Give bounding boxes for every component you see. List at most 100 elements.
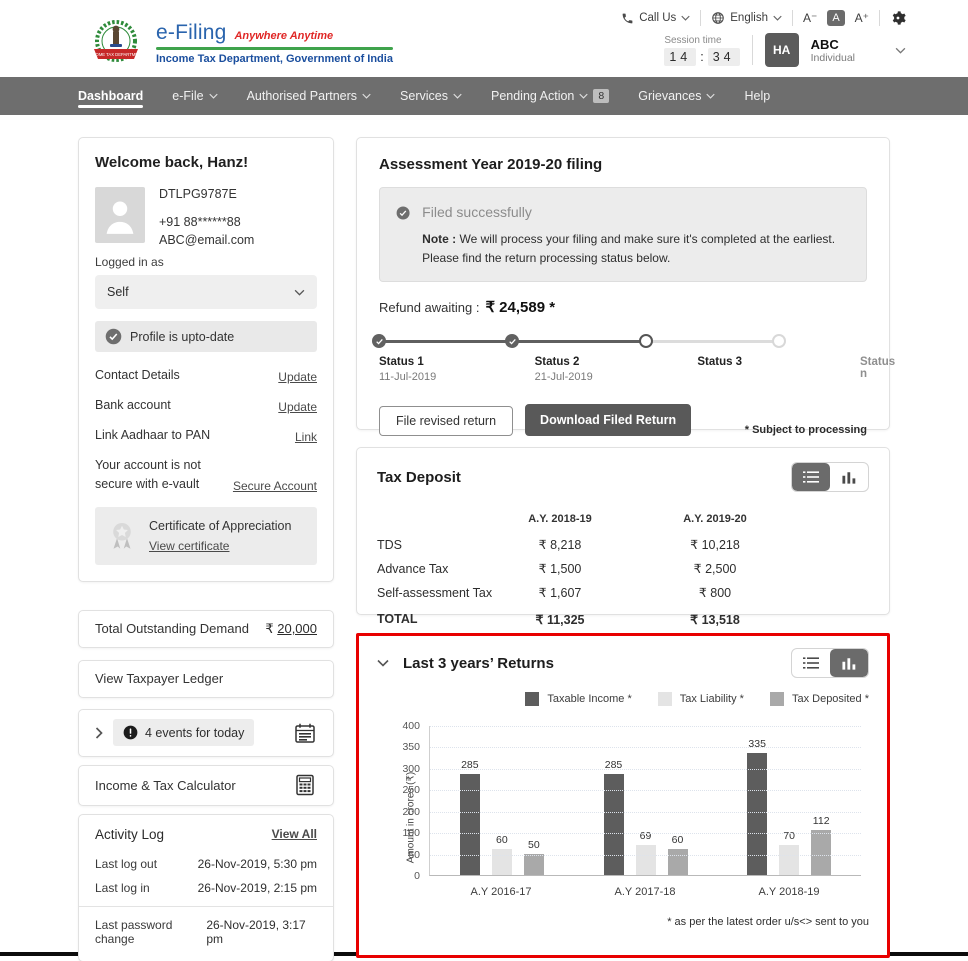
- nav-efile[interactable]: e-File: [172, 77, 218, 115]
- step-node-done: [372, 334, 386, 349]
- nav-dashboard[interactable]: Dashboard: [78, 77, 144, 115]
- settings-gear-icon[interactable]: [890, 10, 906, 26]
- profile-link-row: Your account is not secure with e-vault …: [95, 458, 317, 493]
- table-header-row: A.Y. 2018-19 A.Y. 2019-20: [528, 512, 747, 525]
- nav-authorised-partners[interactable]: Authorised Partners: [247, 77, 371, 115]
- session-timer: Session time 14 : 34: [664, 35, 740, 66]
- divider: [879, 10, 880, 26]
- list-icon: [803, 471, 819, 483]
- table-row: Self-assessment Tax ₹ 1,607 ₹ 800: [377, 585, 732, 601]
- update-bank-link[interactable]: Update: [278, 400, 317, 415]
- profile-status: Profile is upto-date: [95, 321, 317, 352]
- update-contact-link[interactable]: Update: [278, 370, 317, 385]
- medal-icon: [113, 522, 131, 549]
- y-tick-label: 300: [402, 762, 420, 775]
- chevron-down-icon: [579, 93, 589, 99]
- link-aadhaar-link[interactable]: Link: [294, 430, 317, 445]
- bar-tax-liability-: 60: [491, 834, 512, 875]
- events-count-label: 4 events for today: [145, 725, 245, 740]
- dept-line: Income Tax Department, Government of Ind…: [156, 52, 393, 65]
- user-name: ABC: [810, 36, 839, 52]
- gridline: [430, 790, 861, 792]
- nav-help[interactable]: Help: [744, 89, 771, 103]
- secure-account-link[interactable]: Secure Account: [232, 478, 317, 493]
- gridline: [430, 854, 861, 856]
- list-view-button[interactable]: [792, 649, 830, 677]
- font-reset-button[interactable]: A: [827, 10, 845, 26]
- font-increase-button[interactable]: A⁺: [854, 11, 869, 25]
- download-filed-return-button[interactable]: Download Filed Return: [525, 404, 692, 437]
- profile-status-text: Profile is upto-date: [130, 329, 235, 344]
- step-label: Status 3: [697, 356, 743, 369]
- nav-services[interactable]: Services: [400, 77, 462, 115]
- view-all-link[interactable]: View All: [271, 827, 317, 842]
- legend-swatch: [657, 692, 672, 706]
- view-toggle: [791, 648, 869, 678]
- step-labels: Status 1 11-Jul-2019 Status 2 21-Jul-2019 …: [379, 356, 895, 394]
- role-selected-value: Self: [107, 285, 129, 299]
- refund-amount: ₹ 24,589 *: [485, 299, 556, 317]
- file-revised-return-button[interactable]: File revised return: [379, 406, 514, 437]
- step-node-current: [638, 334, 653, 349]
- legend-label: Tax Deposited *: [791, 693, 869, 705]
- language-menu[interactable]: English: [711, 11, 782, 25]
- chart-view-button[interactable]: [830, 649, 868, 677]
- user-menu-chevron-icon[interactable]: [895, 47, 906, 54]
- y-tick-label: 50: [408, 848, 420, 861]
- last-3-years-returns-card: Last 3 years’ Returns Taxable Income * Ta…: [356, 633, 890, 958]
- returns-card-title: Last 3 years’ Returns: [403, 654, 554, 672]
- filed-status-text: Filed successfully: [422, 204, 532, 220]
- masked-phone: +91 88******88: [159, 215, 241, 229]
- bar-value-label: 69: [639, 830, 652, 843]
- activity-row: Last log in 26-Nov-2019, 2:15 pm: [95, 880, 317, 895]
- step-segment: [379, 339, 513, 343]
- greeting: Welcome back, Hanz!: [95, 154, 249, 171]
- nav-grievances[interactable]: Grievances: [638, 77, 716, 115]
- chart-view-button[interactable]: [830, 463, 868, 491]
- y-tick-label: 200: [402, 805, 420, 818]
- chart-footnote: * as per the latest order u/s<> sent to …: [667, 916, 869, 928]
- divider: [791, 10, 793, 26]
- activity-row: Last log out 26-Nov-2019, 5:30 pm: [95, 856, 317, 871]
- font-decrease-button[interactable]: A⁻: [802, 11, 818, 25]
- divider: [751, 35, 753, 65]
- chevron-right-icon[interactable]: [95, 727, 103, 739]
- outstanding-demand-amount-link[interactable]: 20,000: [277, 620, 317, 636]
- header-right: Call Us English A⁻ A A⁺ Session time: [621, 0, 906, 77]
- sidebar: Welcome back, Hanz! DTLPG9787E +91 88***…: [78, 137, 334, 961]
- gridline: [430, 833, 861, 835]
- currency-symbol: ₹: [265, 620, 274, 636]
- x-tick-label: A.Y 2016-17: [470, 886, 532, 898]
- chevron-down-icon: [453, 93, 462, 99]
- events-card[interactable]: 4 events for today: [78, 708, 334, 757]
- brand-text: e-Filing Anywhere Anytime Income Tax Dep…: [156, 21, 393, 65]
- calculator-icon: [296, 775, 314, 796]
- tax-calculator-label: Income & Tax Calculator: [95, 777, 236, 793]
- view-certificate-link[interactable]: View certificate: [149, 538, 230, 553]
- call-us-menu[interactable]: Call Us: [621, 12, 690, 25]
- tax-calculator-card[interactable]: Income & Tax Calculator: [78, 764, 334, 806]
- table-total-row: TOTAL ₹ 11,325 ₹ 13,518: [377, 612, 740, 627]
- collapse-chevron-icon[interactable]: [377, 659, 389, 667]
- session-seconds: 34: [707, 47, 740, 66]
- activity-log-card: Activity Log View All Last log out 26-Nov…: [78, 813, 334, 961]
- chevron-down-icon: [208, 93, 218, 99]
- income-tax-dept-emblem-icon: INCOME TAX DEPARTMENT: [88, 19, 144, 62]
- list-view-button[interactable]: [792, 463, 830, 491]
- nav-pending-action[interactable]: Pending Action 8: [491, 77, 610, 115]
- bar-group: 285 69 60: [574, 725, 718, 875]
- step-node-future: [772, 334, 787, 349]
- user-avatar[interactable]: HA: [764, 33, 799, 67]
- taxpayer-ledger-card[interactable]: View Taxpayer Ledger: [78, 659, 334, 698]
- pending-action-badge: 8: [593, 89, 610, 103]
- chevron-down-icon: [773, 15, 782, 21]
- outstanding-demand-card[interactable]: Total Outstanding Demand ₹ 20,000: [78, 609, 334, 648]
- calendar-icon[interactable]: [293, 721, 317, 745]
- language-label: English: [730, 12, 768, 24]
- profile-link-row: Bank account Update: [95, 398, 317, 415]
- role-select[interactable]: Self: [95, 275, 317, 309]
- check-circle-icon: [105, 328, 122, 345]
- y-tick-label: 400: [402, 720, 420, 732]
- phone-icon: [622, 13, 633, 23]
- bar-tax-liability-: 70: [779, 830, 800, 875]
